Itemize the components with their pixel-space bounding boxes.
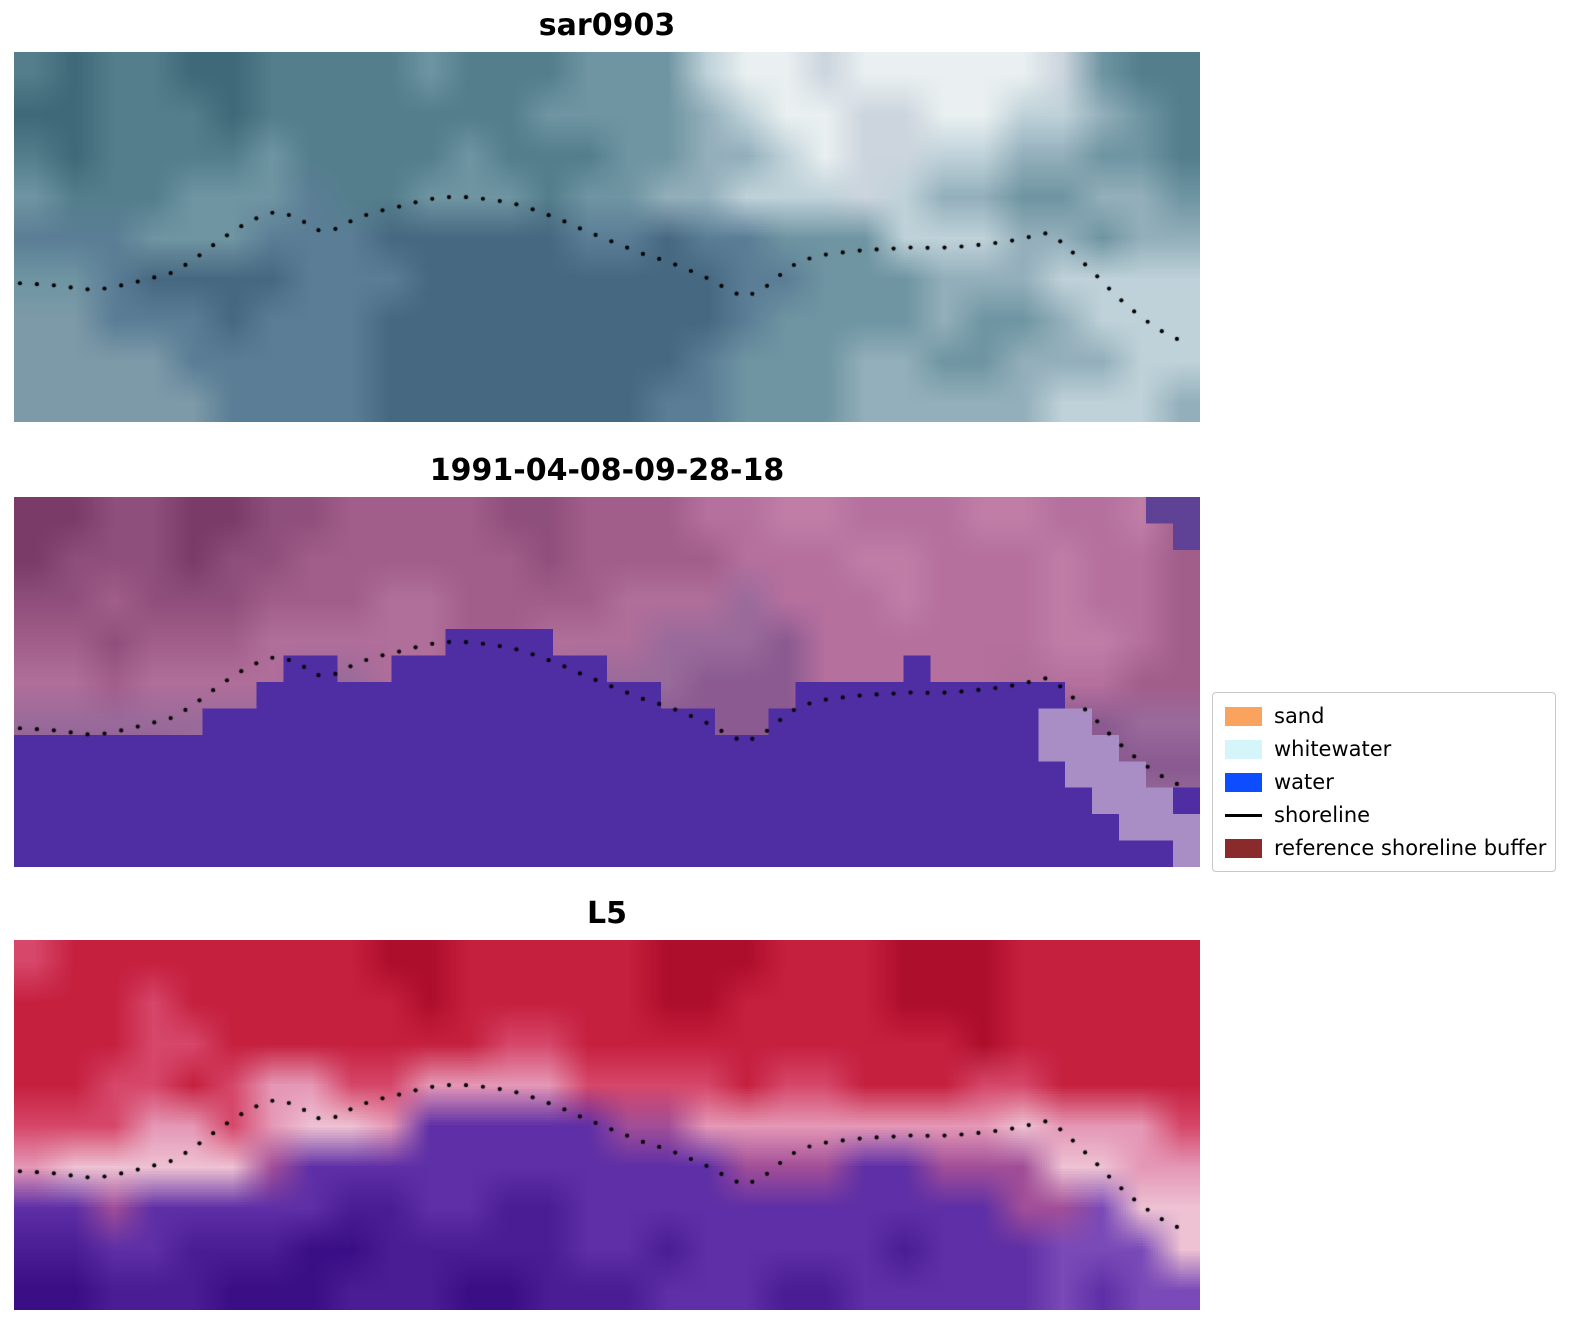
legend-swatch-sand-patch-icon xyxy=(1225,706,1262,726)
legend-item-reference-shoreline-buffer: reference shoreline buffer xyxy=(1225,835,1547,861)
legend-swatch-water-patch-icon xyxy=(1225,772,1262,792)
legend-label-whitewater: whitewater xyxy=(1274,737,1392,761)
legend-swatch-whitewater-patch-icon xyxy=(1225,739,1262,759)
legend-label-shoreline: shoreline xyxy=(1274,803,1371,827)
sar0903-image xyxy=(14,52,1200,422)
panel-title-l5: L5 xyxy=(587,896,627,931)
legend-item-shoreline: shoreline xyxy=(1225,802,1543,828)
legend-swatch-reference-shoreline-buffer-patch-icon xyxy=(1225,838,1262,858)
legend-label-reference-shoreline-buffer: reference shoreline buffer xyxy=(1274,836,1547,860)
legend-label-water: water xyxy=(1274,770,1334,794)
legend-swatch-shoreline-line-icon xyxy=(1225,806,1262,825)
legend-label-sand: sand xyxy=(1274,704,1325,728)
shoreline-dots-overlay xyxy=(14,497,1200,867)
legend-item-whitewater: whitewater xyxy=(1225,736,1543,762)
legend-item-sand: sand xyxy=(1225,703,1543,729)
panel-title-sar0903: sar0903 xyxy=(538,8,676,43)
legend-item-water: water xyxy=(1225,769,1543,795)
shoreline-dots-overlay xyxy=(14,52,1200,422)
panel-title-classified: 1991-04-08-09-28-18 xyxy=(429,453,785,488)
shoreline-dots-overlay xyxy=(14,940,1200,1310)
shoreline-line-icon xyxy=(1225,813,1262,817)
legend: sand whitewater water shoreline reference sh… xyxy=(1212,692,1556,872)
l5-image xyxy=(14,940,1200,1310)
classified-image xyxy=(14,497,1200,867)
